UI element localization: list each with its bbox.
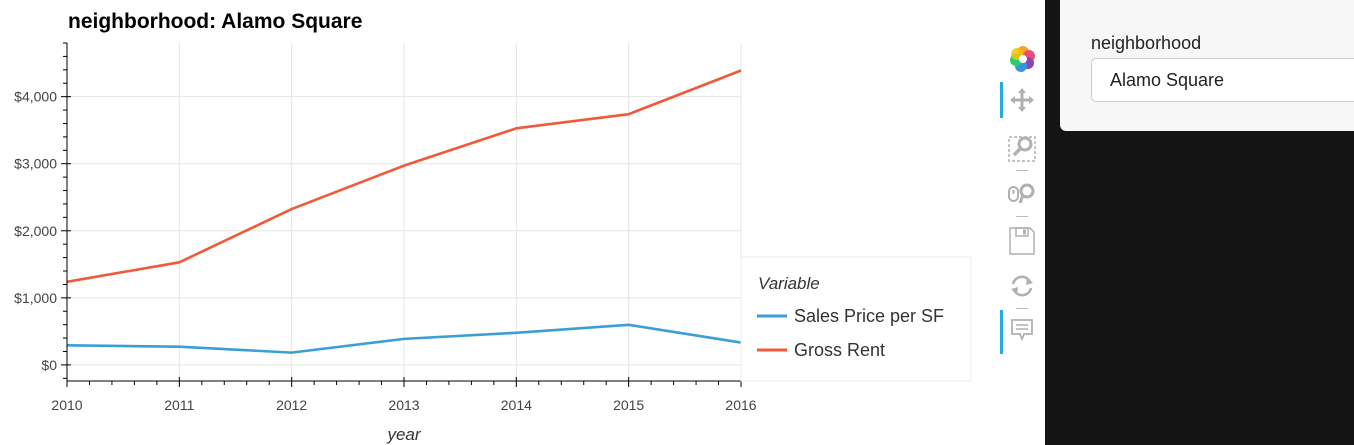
pan-icon	[1010, 88, 1034, 112]
x-tick-label: 2016	[725, 397, 756, 413]
legend: Variable Sales Price per SF Gross Rent	[740, 256, 972, 382]
widget-label: neighborhood	[1091, 33, 1202, 53]
neighborhood-select[interactable]: Alamo Square	[1091, 58, 1354, 102]
chart-title: neighborhood: Alamo Square	[68, 10, 362, 33]
y-tick-label: $0	[41, 357, 57, 373]
reset-tool[interactable]	[1000, 268, 1044, 304]
x-tick-label: 2011	[164, 397, 194, 413]
grid	[66, 43, 742, 381]
hover-tool[interactable]	[1000, 310, 1044, 354]
line-chart: $0 $1,000 $2,000 $3,000 $4,000 2010 2011 2012 20…	[14, 10, 972, 444]
reset-icon	[1011, 275, 1033, 297]
y-tick-label: $2,000	[14, 223, 57, 239]
x-tick-label: 2013	[388, 397, 419, 413]
x-tick-label: 2015	[613, 397, 644, 413]
neighborhood-widget: neighborhood Alamo Square	[1060, 0, 1354, 131]
y-tick-label: $3,000	[14, 156, 57, 172]
plot-area: $0 $1,000 $2,000 $3,000 $4,000 2010 2011 2012 20…	[14, 10, 972, 444]
series-line	[66, 69, 742, 284]
legend-title: Variable	[758, 274, 820, 293]
pan-tool[interactable]	[1000, 82, 1044, 118]
save-tool[interactable]	[1000, 222, 1044, 258]
series-line	[66, 323, 742, 354]
save-icon	[1009, 227, 1035, 255]
y-tick-label: $1,000	[14, 290, 57, 306]
axes: $0 $1,000 $2,000 $3,000 $4,000 2010 2011 2012 20…	[14, 42, 757, 413]
wheel-zoom-tool[interactable]	[1000, 176, 1044, 212]
series-group	[66, 69, 742, 354]
box-zoom-icon	[1008, 136, 1036, 162]
x-tick-label: 2012	[276, 397, 307, 413]
legend-label: Gross Rent	[794, 340, 885, 360]
select-value: Alamo Square	[1110, 70, 1225, 90]
hover-icon	[1011, 319, 1033, 342]
wheel-zoom-icon	[1008, 183, 1035, 204]
x-tick-label: 2014	[501, 397, 532, 413]
legend-label: Sales Price per SF	[794, 306, 944, 326]
plot-toolbar	[1000, 38, 1044, 368]
box-zoom-tool[interactable]	[1000, 128, 1044, 164]
bokeh-logo-tool[interactable]	[1000, 40, 1044, 76]
y-tick-label: $4,000	[14, 89, 57, 105]
x-axis-title: year	[386, 425, 421, 444]
x-tick-label: 2010	[51, 397, 82, 413]
bokeh-logo-icon	[1010, 46, 1035, 72]
